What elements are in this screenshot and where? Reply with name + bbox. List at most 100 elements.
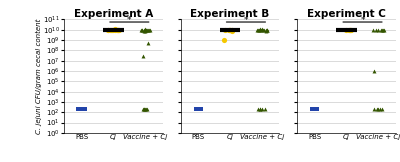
Point <box>377 108 384 110</box>
Point <box>256 29 263 31</box>
Point <box>82 108 88 110</box>
Point <box>112 28 119 31</box>
Text: *: * <box>244 16 248 25</box>
Point <box>373 29 379 32</box>
Point <box>142 30 148 32</box>
Title: Experiment C: Experiment C <box>307 9 386 19</box>
Point <box>226 29 232 31</box>
Point <box>198 108 204 110</box>
Point <box>261 29 267 31</box>
Point <box>111 29 118 32</box>
Point <box>343 29 349 31</box>
Point <box>78 108 85 110</box>
Point <box>258 29 265 32</box>
Point <box>311 108 318 110</box>
Point <box>379 29 385 31</box>
Point <box>310 108 316 110</box>
Point <box>105 29 111 32</box>
Point <box>371 70 378 72</box>
Point <box>314 108 320 110</box>
Point <box>226 29 232 32</box>
Point <box>75 108 82 110</box>
Point <box>222 29 228 32</box>
Point <box>142 28 148 31</box>
Point <box>264 29 270 31</box>
Point <box>380 28 387 31</box>
Point <box>254 108 261 110</box>
Point <box>256 28 263 31</box>
Point <box>264 29 270 31</box>
Point <box>109 29 115 31</box>
Point <box>227 29 234 31</box>
Point <box>370 29 376 31</box>
Point <box>145 42 152 44</box>
Point <box>229 29 236 31</box>
Point <box>115 29 122 31</box>
Point <box>140 54 146 57</box>
Point <box>78 108 84 110</box>
Point <box>258 28 265 31</box>
Point <box>256 29 262 32</box>
Point <box>262 108 268 110</box>
Point <box>194 108 201 110</box>
Point <box>140 108 147 110</box>
Point <box>141 29 147 32</box>
Point <box>311 108 317 110</box>
Point <box>309 108 315 110</box>
Point <box>197 108 203 110</box>
Text: *: * <box>360 16 365 25</box>
Point <box>79 108 85 110</box>
Point <box>143 108 149 110</box>
Point <box>347 29 353 31</box>
Point <box>144 108 150 110</box>
Point <box>140 108 146 110</box>
Point <box>138 29 144 31</box>
Point <box>78 108 85 110</box>
Point <box>379 108 385 110</box>
Point <box>370 108 377 110</box>
Point <box>221 39 228 41</box>
Point <box>254 29 261 32</box>
Point <box>115 29 122 31</box>
Point <box>192 108 199 110</box>
Point <box>228 29 235 31</box>
Point <box>140 108 147 110</box>
Point <box>260 29 266 32</box>
Title: Experiment A: Experiment A <box>74 9 153 19</box>
Point <box>105 29 112 31</box>
Point <box>80 108 87 110</box>
Point <box>258 108 265 110</box>
Point <box>257 108 263 110</box>
Point <box>374 108 381 110</box>
Point <box>374 108 380 110</box>
Point <box>114 28 120 31</box>
Point <box>197 108 203 110</box>
Y-axis label: C. jejuni CFU/gram cecal content: C. jejuni CFU/gram cecal content <box>35 18 42 134</box>
Point <box>115 29 121 31</box>
Point <box>145 29 151 32</box>
Point <box>139 29 145 31</box>
Point <box>375 29 381 31</box>
Point <box>254 29 260 31</box>
Point <box>194 108 201 110</box>
Title: Experiment B: Experiment B <box>190 9 270 19</box>
Point <box>142 29 148 32</box>
Point <box>380 29 386 32</box>
Point <box>143 29 149 31</box>
Point <box>107 29 113 31</box>
Point <box>378 29 384 32</box>
Point <box>142 108 148 110</box>
Point <box>227 29 234 32</box>
Point <box>314 108 320 110</box>
Point <box>139 29 145 31</box>
Point <box>348 29 354 31</box>
Point <box>262 29 269 31</box>
Point <box>257 108 263 110</box>
Point <box>144 29 150 32</box>
Point <box>346 29 352 31</box>
Point <box>76 108 83 110</box>
Text: *: * <box>127 16 132 25</box>
Point <box>146 29 152 31</box>
Point <box>108 29 114 31</box>
Point <box>147 29 153 31</box>
